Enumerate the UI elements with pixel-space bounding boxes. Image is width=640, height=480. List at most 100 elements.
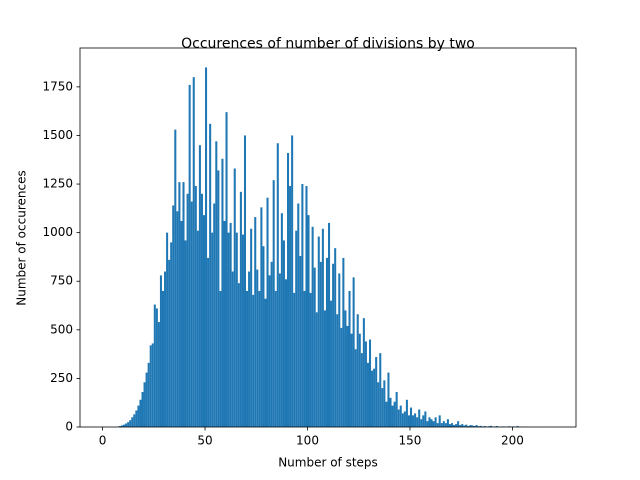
bar xyxy=(461,424,464,427)
bar xyxy=(254,217,257,427)
bar xyxy=(258,290,261,427)
bar xyxy=(215,141,218,428)
bar xyxy=(250,228,253,427)
bar xyxy=(379,353,382,427)
bar xyxy=(358,333,361,427)
bar xyxy=(127,422,130,427)
bar xyxy=(323,310,326,427)
bar xyxy=(237,283,240,427)
bar xyxy=(153,304,156,427)
bar xyxy=(231,271,234,427)
bar xyxy=(342,257,345,427)
bar xyxy=(446,419,449,427)
bar xyxy=(309,292,312,427)
bar xyxy=(405,399,408,427)
bar xyxy=(145,372,148,427)
bar xyxy=(412,415,415,427)
bar xyxy=(264,298,267,427)
bar xyxy=(311,226,314,427)
bar xyxy=(141,392,144,427)
bar xyxy=(455,424,458,427)
y-tick-label: 0 xyxy=(65,420,73,434)
x-tick-label: 50 xyxy=(197,434,212,448)
bar xyxy=(319,261,322,427)
bar xyxy=(213,203,216,427)
bar xyxy=(328,222,331,427)
bar xyxy=(287,152,290,427)
bar xyxy=(325,257,328,427)
bar xyxy=(391,405,394,427)
bar xyxy=(362,318,365,427)
bar xyxy=(198,145,201,427)
bar xyxy=(174,129,177,427)
bar xyxy=(262,246,265,427)
bar xyxy=(209,123,212,428)
y-tick-label: 1500 xyxy=(42,128,73,142)
bar xyxy=(248,271,251,427)
bar xyxy=(135,410,138,427)
bar xyxy=(194,185,197,427)
bar xyxy=(268,275,271,427)
bar xyxy=(432,421,435,427)
bar xyxy=(278,273,281,427)
bar xyxy=(440,423,443,427)
bar xyxy=(383,380,386,427)
bar xyxy=(317,236,320,427)
bar xyxy=(284,279,288,427)
y-tick-label: 1250 xyxy=(42,177,73,191)
bar xyxy=(178,182,181,427)
bar xyxy=(442,421,445,427)
bar xyxy=(409,407,413,427)
bar xyxy=(270,261,273,427)
bar xyxy=(297,203,300,427)
bar xyxy=(164,271,167,427)
bar xyxy=(422,415,425,427)
bar xyxy=(221,158,224,428)
bar xyxy=(360,353,363,427)
bar xyxy=(475,425,478,427)
bar xyxy=(448,424,451,427)
bar xyxy=(243,135,247,427)
y-tick-label: 1000 xyxy=(42,225,73,239)
bar xyxy=(381,388,384,427)
bar xyxy=(223,220,226,427)
bar xyxy=(516,426,519,427)
bar xyxy=(182,182,185,427)
bar xyxy=(434,417,437,427)
bar xyxy=(161,290,165,427)
bar xyxy=(291,135,294,427)
bar xyxy=(479,425,482,427)
bar xyxy=(137,405,140,427)
bar xyxy=(157,322,160,427)
bar xyxy=(416,417,419,427)
bar xyxy=(239,191,242,427)
bar xyxy=(428,417,431,427)
bar xyxy=(266,197,269,427)
bar xyxy=(450,423,454,427)
bar xyxy=(385,401,388,427)
bar xyxy=(305,185,308,427)
bar xyxy=(295,230,298,427)
bar xyxy=(139,399,142,427)
axes-frame xyxy=(79,47,577,428)
bar xyxy=(371,370,374,427)
bar xyxy=(276,143,279,427)
bar xyxy=(186,193,189,427)
y-tick-label: 250 xyxy=(50,371,73,385)
bar xyxy=(336,314,339,427)
bar xyxy=(196,230,199,427)
bar xyxy=(190,201,193,427)
bar xyxy=(256,269,259,427)
bar xyxy=(299,255,302,427)
bar xyxy=(471,425,474,427)
bar xyxy=(133,414,136,427)
bar xyxy=(348,290,351,427)
bar xyxy=(344,310,347,427)
bar xyxy=(393,401,396,427)
bar xyxy=(260,207,263,427)
bar xyxy=(303,290,306,427)
bar xyxy=(176,211,179,427)
bar xyxy=(430,419,433,427)
bar xyxy=(332,263,335,427)
